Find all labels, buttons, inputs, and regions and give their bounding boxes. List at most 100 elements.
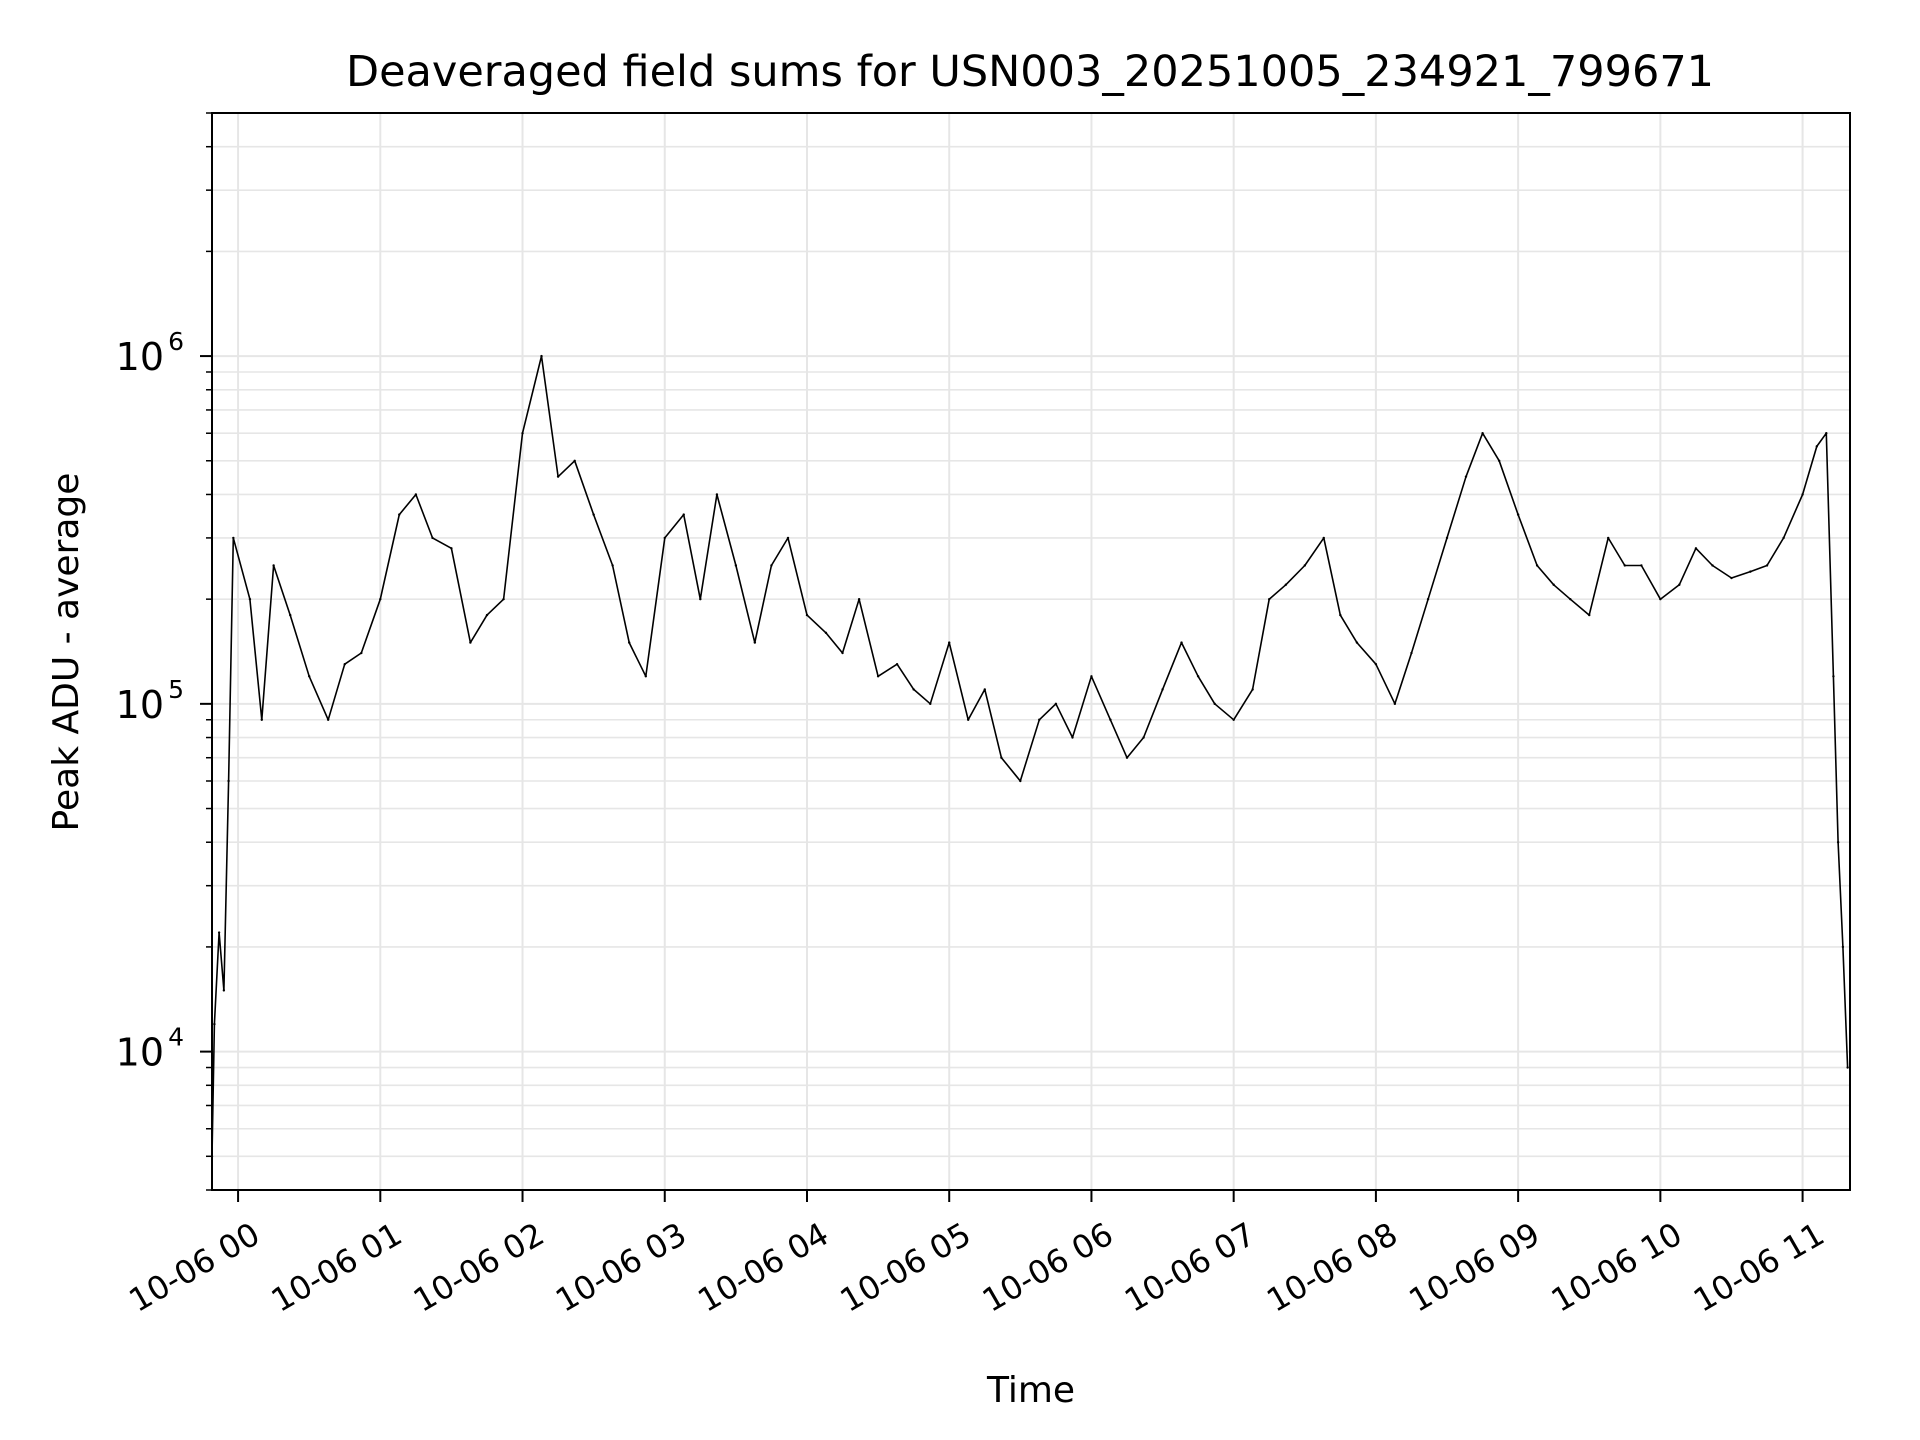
data-point (1481, 432, 1484, 435)
data-point (1749, 570, 1752, 573)
data-point (485, 613, 489, 617)
data-point (1607, 536, 1610, 540)
data-point (983, 688, 986, 691)
data-point (1303, 564, 1306, 567)
data-point (1694, 547, 1698, 550)
data-point (786, 536, 790, 540)
data-point (1846, 1066, 1849, 1069)
data-point (841, 651, 844, 655)
data-point (1815, 445, 1819, 448)
y-tick-label: 10 (116, 1031, 164, 1075)
data-point (948, 641, 951, 644)
data-point (1445, 536, 1449, 540)
data-point (307, 675, 311, 678)
data-point (1322, 536, 1325, 540)
data-point (232, 536, 235, 540)
data-point (556, 475, 560, 478)
data-point (469, 641, 472, 644)
data-point (857, 597, 861, 601)
data-point (521, 432, 524, 435)
data-point (715, 493, 719, 496)
data-point (1516, 513, 1520, 516)
data-point (1836, 841, 1840, 844)
data-point (573, 459, 576, 462)
data-point (628, 641, 631, 644)
y-axis-label: Peak ADU - average (46, 473, 87, 832)
data-point (1213, 702, 1216, 706)
data-point (929, 702, 932, 706)
data-point (1038, 718, 1041, 721)
data-point (876, 675, 880, 678)
data-point (1535, 564, 1539, 567)
chart-title: Deaveraged field sums for USN003_2025100… (346, 47, 1714, 97)
data-point (1801, 493, 1804, 496)
data-point (611, 564, 614, 567)
data-point (1268, 597, 1271, 601)
data-point (213, 1022, 216, 1026)
data-point (1623, 564, 1627, 567)
plot-frame (211, 112, 1851, 1191)
y-tick-label: 10 (116, 335, 164, 379)
data-point (379, 597, 382, 601)
data-point (966, 718, 970, 721)
data-point (1142, 736, 1145, 739)
data-point (1464, 475, 1468, 478)
data-point (1640, 564, 1643, 567)
data-point (1393, 702, 1397, 706)
data-point (1374, 663, 1378, 666)
data-point (326, 718, 330, 721)
data-point (1552, 583, 1555, 586)
y-tick-label: 10 (116, 683, 164, 727)
data-point (222, 989, 226, 992)
data-point (1782, 536, 1785, 540)
data-point (450, 547, 453, 550)
data-point (289, 613, 292, 617)
data-point (1841, 945, 1845, 949)
data-point (414, 493, 418, 496)
data-point (699, 597, 702, 601)
data-point (248, 597, 252, 601)
data-point (1339, 613, 1342, 617)
data-point (1410, 651, 1413, 655)
data-point (1251, 688, 1254, 691)
data-point (1125, 756, 1129, 759)
data-point (1825, 432, 1828, 435)
data-point (1765, 564, 1769, 567)
data-point (1180, 641, 1183, 644)
data-point (663, 536, 666, 540)
data-point (1497, 459, 1501, 462)
data-point (753, 641, 757, 644)
data-point (1588, 613, 1591, 617)
y-tick-exponent: 4 (168, 1023, 184, 1052)
data-point (1355, 641, 1359, 644)
data-point (592, 513, 595, 516)
data-point (1426, 597, 1430, 601)
data-point (1659, 597, 1662, 601)
data-point (1232, 718, 1235, 721)
x-axis-label: Time (986, 1370, 1075, 1411)
data-point (343, 663, 346, 666)
data-point (1284, 583, 1288, 586)
data-point (824, 631, 828, 635)
data-point (502, 597, 505, 601)
data-point (540, 354, 543, 358)
series-area (210, 354, 1849, 1158)
data-point (260, 718, 263, 721)
data-point (770, 564, 773, 567)
data-point (1730, 576, 1733, 580)
data-point (1109, 718, 1112, 721)
data-point (272, 564, 275, 567)
data-point (644, 675, 647, 678)
data-point (1711, 564, 1714, 567)
data-point (895, 663, 899, 666)
data-point (1678, 583, 1681, 586)
data-point (360, 651, 363, 655)
data-point (682, 513, 685, 516)
data-point (1090, 675, 1093, 678)
data-point (217, 931, 221, 934)
data-point (431, 536, 434, 540)
data-point (734, 564, 738, 567)
y-tick-exponent: 5 (168, 675, 184, 704)
data-point (1000, 756, 1003, 759)
